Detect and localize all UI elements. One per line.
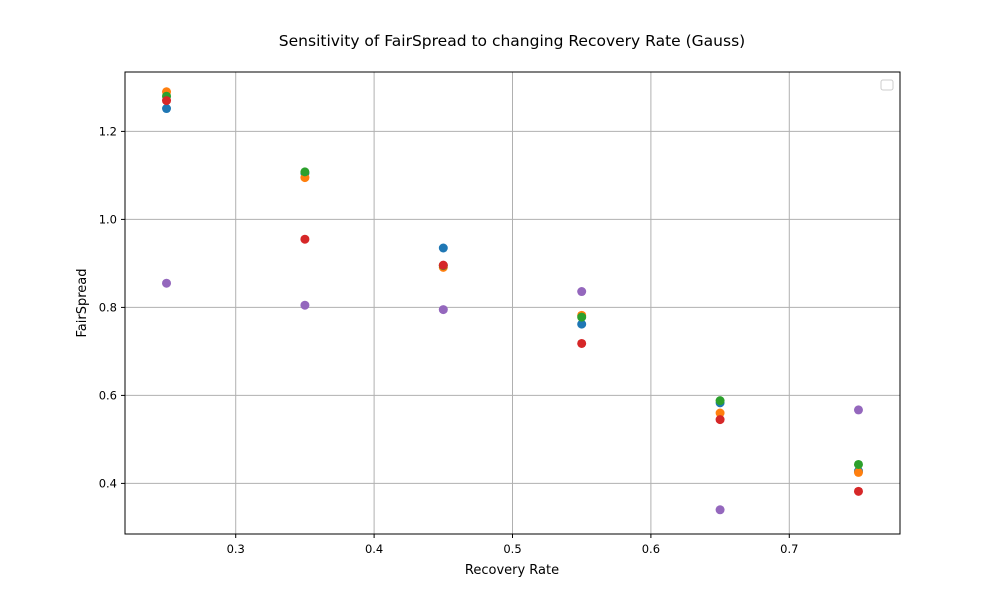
data-point-series-2 bbox=[853, 467, 863, 477]
data-point-series-3 bbox=[300, 167, 310, 177]
data-point-series-1 bbox=[162, 104, 172, 114]
x-tick-label: 0.4 bbox=[365, 542, 383, 556]
x-tick-label: 0.6 bbox=[642, 542, 660, 556]
legend-box bbox=[880, 79, 894, 91]
data-point-series-5 bbox=[853, 405, 863, 415]
data-point-series-1 bbox=[577, 319, 587, 329]
y-axis-label: FairSpread bbox=[75, 269, 90, 338]
x-tick-label: 0.3 bbox=[227, 542, 245, 556]
data-point-series-1 bbox=[438, 243, 448, 253]
data-point-series-5 bbox=[577, 287, 587, 297]
x-tick-label: 0.7 bbox=[780, 542, 798, 556]
x-axis-ticks: 0.3 0.4 0.5 0.6 0.7 bbox=[227, 534, 798, 556]
grid bbox=[125, 72, 900, 534]
data-point-series-4 bbox=[853, 486, 863, 496]
data-point-series-5 bbox=[162, 278, 172, 288]
chart-title: Sensitivity of FairSpread to changing Re… bbox=[279, 32, 745, 50]
y-tick-label: 0.6 bbox=[99, 388, 117, 402]
data-point-series-4 bbox=[715, 415, 725, 425]
y-tick-label: 1.0 bbox=[99, 212, 117, 226]
data-point-series-4 bbox=[162, 96, 172, 106]
data-point-series-3 bbox=[715, 396, 725, 406]
y-tick-label: 0.4 bbox=[99, 476, 117, 490]
data-point-series-5 bbox=[438, 305, 448, 315]
y-tick-label: 1.2 bbox=[99, 124, 117, 138]
data-point-series-4 bbox=[577, 338, 587, 348]
x-axis-label: Recovery Rate bbox=[465, 563, 559, 578]
data-point-series-2 bbox=[715, 408, 725, 418]
data-point-series-4 bbox=[438, 260, 448, 270]
y-tick-label: 0.8 bbox=[99, 300, 117, 314]
data-points bbox=[162, 87, 863, 515]
data-point-series-4 bbox=[300, 234, 310, 244]
data-point-series-3 bbox=[577, 312, 587, 322]
data-point-series-3 bbox=[853, 459, 863, 469]
y-axis-ticks: 0.4 0.6 0.8 1.0 1.2 bbox=[99, 124, 125, 490]
x-tick-label: 0.5 bbox=[503, 542, 521, 556]
data-point-series-5 bbox=[715, 505, 725, 515]
data-point-series-5 bbox=[300, 300, 310, 310]
